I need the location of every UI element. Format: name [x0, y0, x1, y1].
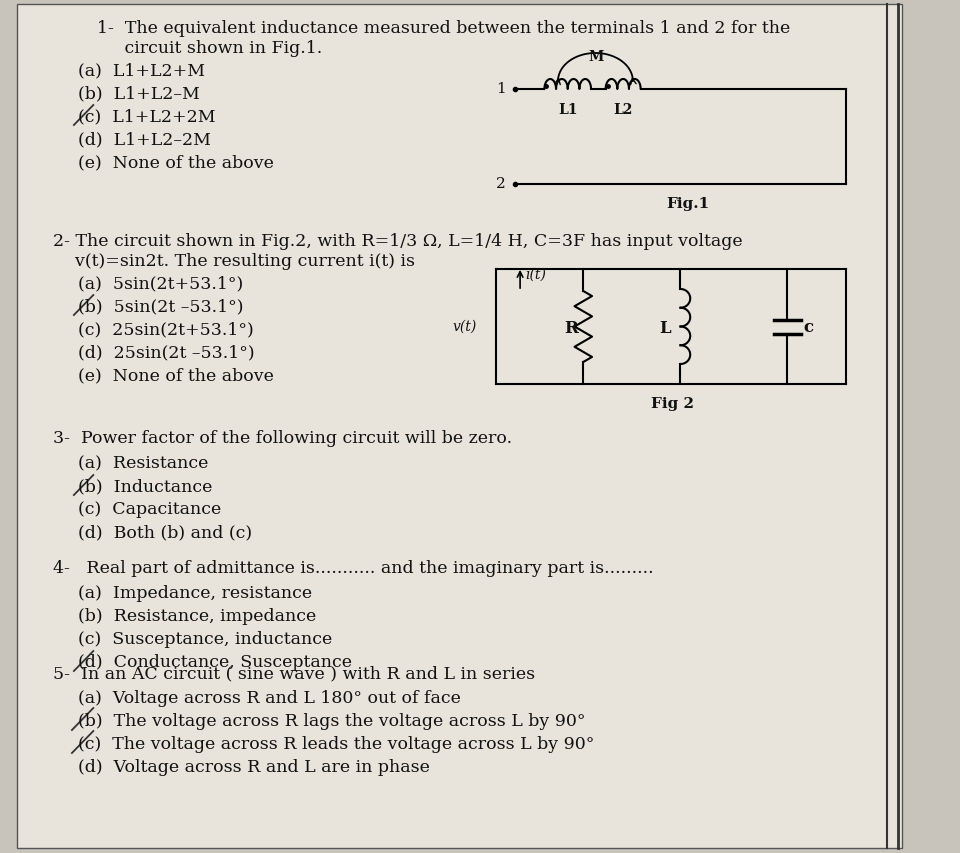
Text: (d)  25sin(2t –53.1°): (d) 25sin(2t –53.1°) — [78, 344, 254, 361]
Text: (c)  Susceptance, inductance: (c) Susceptance, inductance — [78, 630, 332, 647]
Text: (d)  L1+L2–2M: (d) L1+L2–2M — [78, 131, 211, 148]
Text: 2- The circuit shown in Fig.2, with R=1/3 Ω, L=1/4 H, C=3F has input voltage
   : 2- The circuit shown in Fig.2, with R=1/… — [54, 233, 743, 270]
Text: L: L — [660, 320, 671, 337]
Text: 1-  The equivalent inductance measured between the terminals 1 and 2 for the
   : 1- The equivalent inductance measured be… — [97, 20, 790, 56]
Text: Fig.1: Fig.1 — [666, 197, 709, 211]
Text: (a)  Voltage across R and L 180° out of face: (a) Voltage across R and L 180° out of f… — [78, 689, 461, 706]
Text: 4-   Real part of admittance is........... and the imaginary part is.........: 4- Real part of admittance is...........… — [54, 560, 654, 577]
Text: (c)  The voltage across R leads the voltage across L by 90°: (c) The voltage across R leads the volta… — [78, 735, 594, 752]
Text: L2: L2 — [613, 103, 633, 117]
Text: i(t): i(t) — [525, 268, 546, 281]
Text: (b)  L1+L2–M: (b) L1+L2–M — [78, 85, 200, 102]
Text: (a)  L1+L2+M: (a) L1+L2+M — [78, 62, 204, 79]
Text: (b)  Inductance: (b) Inductance — [78, 478, 212, 495]
Text: (e)  None of the above: (e) None of the above — [78, 154, 274, 171]
Text: (b)  5sin(2t –53.1°): (b) 5sin(2t –53.1°) — [78, 298, 243, 315]
Text: c: c — [803, 319, 813, 336]
Text: (b)  Resistance, impedance: (b) Resistance, impedance — [78, 607, 316, 624]
Text: (d)  Both (b) and (c): (d) Both (b) and (c) — [78, 524, 252, 540]
Text: (c)  L1+L2+2M: (c) L1+L2+2M — [78, 107, 215, 125]
Text: 3-  Power factor of the following circuit will be zero.: 3- Power factor of the following circuit… — [54, 430, 513, 446]
Text: 5-  In an AC circuit ( sine wave ) with R and L in series: 5- In an AC circuit ( sine wave ) with R… — [54, 664, 536, 682]
Text: 1: 1 — [495, 82, 506, 96]
Text: R: R — [564, 320, 578, 337]
FancyBboxPatch shape — [17, 5, 902, 848]
Text: M: M — [588, 50, 604, 64]
Text: L1: L1 — [558, 103, 578, 117]
Text: v(t): v(t) — [452, 319, 476, 334]
Text: (e)  None of the above: (e) None of the above — [78, 367, 274, 384]
Text: (a)  Resistance: (a) Resistance — [78, 455, 208, 472]
Text: (c)  25sin(2t+53.1°): (c) 25sin(2t+53.1°) — [78, 321, 253, 338]
Text: (a)  5sin(2t+53.1°): (a) 5sin(2t+53.1°) — [78, 275, 243, 292]
Text: (c)  Capacitance: (c) Capacitance — [78, 501, 221, 518]
Text: Fig 2: Fig 2 — [651, 397, 694, 410]
Text: (b)  The voltage across R lags the voltage across L by 90°: (b) The voltage across R lags the voltag… — [78, 712, 586, 729]
Text: 2: 2 — [495, 177, 506, 191]
Text: (d)  Conductance, Susceptance: (d) Conductance, Susceptance — [78, 653, 351, 670]
Text: (a)  Impedance, resistance: (a) Impedance, resistance — [78, 584, 312, 601]
Text: (d)  Voltage across R and L are in phase: (d) Voltage across R and L are in phase — [78, 758, 430, 775]
